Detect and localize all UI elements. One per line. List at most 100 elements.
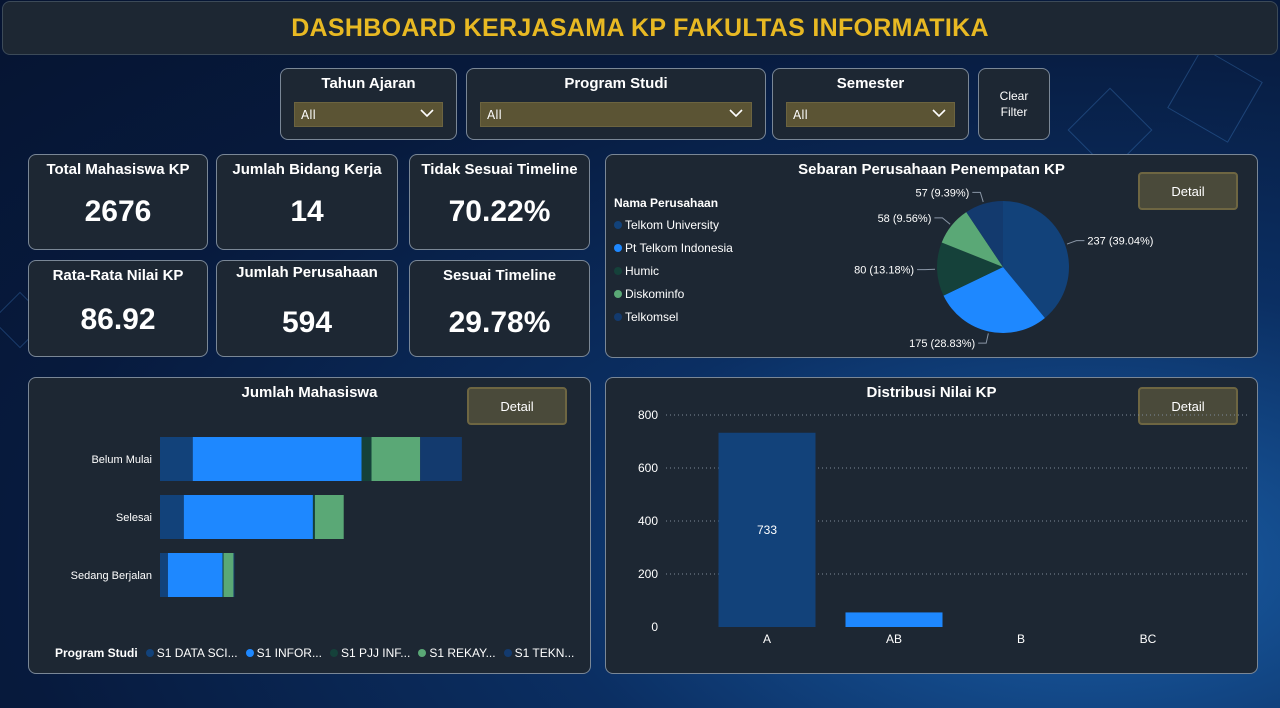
kpi-label: Jumlah Perusahaan bbox=[236, 264, 378, 281]
pie-detail-button[interactable]: Detail bbox=[1138, 172, 1238, 210]
bar-segment[interactable] bbox=[371, 437, 421, 481]
legend-swatch bbox=[614, 290, 622, 298]
bar-legend-item[interactable]: S1 REKAY... bbox=[418, 646, 496, 660]
bar-segment[interactable] bbox=[167, 553, 223, 597]
slicer-label: Tahun Ajaran bbox=[321, 75, 416, 92]
semester-dropdown[interactable]: All bbox=[786, 102, 955, 127]
dashboard-header: DASHBOARD KERJASAMA KP FAKULTAS INFORMAT… bbox=[2, 1, 1278, 55]
kpi-label: Tidak Sesuai Timeline bbox=[421, 161, 578, 178]
pie-slice[interactable] bbox=[943, 267, 1045, 333]
pie-legend-item[interactable]: Telkom University bbox=[614, 218, 733, 232]
pie-chart-panel: Sebaran Perusahaan Penempatan KP Detail … bbox=[605, 154, 1258, 358]
clear-filter-button[interactable]: Clear Filter bbox=[978, 68, 1050, 140]
chart-title: Distribusi Nilai KP bbox=[866, 384, 997, 401]
kpi-jumlah-bidang: Jumlah Bidang Kerja 14 bbox=[216, 154, 398, 250]
bar-segment[interactable] bbox=[312, 495, 315, 539]
chart-title: Jumlah Mahasiswa bbox=[241, 384, 378, 401]
detail-label: Detail bbox=[1171, 183, 1205, 199]
pie-chart: 237 (39.04%) 175 (28.83%) 80 (13.18%) 58 (9… bbox=[854, 187, 1153, 350]
detail-label: Detail bbox=[500, 398, 534, 414]
legend-label: S1 TEKN... bbox=[514, 646, 575, 660]
pie-legend-item[interactable]: Telkomsel bbox=[614, 310, 733, 324]
bar-segment[interactable] bbox=[222, 553, 224, 597]
column-chart-panel: Distribusi Nilai KP Detail 0 200 400 600 800… bbox=[605, 377, 1258, 674]
legend-swatch bbox=[418, 649, 427, 657]
chart-title: Sebaran Perusahaan Penempatan KP bbox=[798, 161, 1065, 178]
legend-label: Telkom University bbox=[625, 218, 720, 232]
tahun-ajaran-dropdown[interactable]: All bbox=[294, 102, 443, 127]
detail-label: Detail bbox=[1171, 398, 1205, 414]
pie-slice[interactable] bbox=[1003, 201, 1069, 318]
kpi-value: 70.22% bbox=[448, 195, 551, 228]
y-tick-label: 600 bbox=[638, 461, 658, 475]
pie-data-label: 80 (13.18%) bbox=[854, 265, 914, 277]
bar-segment[interactable] bbox=[160, 553, 168, 597]
pie-slice[interactable] bbox=[941, 212, 1003, 267]
bar-segment[interactable] bbox=[183, 495, 313, 539]
legend-label: Telkomsel bbox=[625, 310, 679, 324]
legend-swatch bbox=[614, 244, 622, 252]
kpi-label: Rata-Rata Nilai KP bbox=[52, 267, 184, 284]
kpi-label: Sesuai Timeline bbox=[442, 267, 557, 284]
legend-label: S1 REKAY... bbox=[429, 646, 496, 660]
slicer-tahun-ajaran: Tahun Ajaran All bbox=[280, 68, 457, 140]
dropdown-value: All bbox=[301, 107, 316, 122]
bar-segment[interactable] bbox=[223, 553, 234, 597]
bar-legend-item[interactable]: S1 PJJ INF... bbox=[329, 646, 410, 660]
bar-segment[interactable] bbox=[160, 495, 184, 539]
legend-label: S1 DATA SCI... bbox=[156, 646, 238, 660]
x-tick-label: AB bbox=[886, 632, 902, 646]
kpi-jumlah-perusahaan: Jumlah Perusahaan 594 bbox=[216, 260, 398, 357]
kpi-total-mahasiswa: Total Mahasiswa KP 2676 bbox=[28, 154, 208, 250]
column-chart: 0 200 400 600 800 733 A AB B BC bbox=[638, 408, 1248, 646]
background-circuit-line bbox=[1167, 47, 1263, 143]
pie-legend: Nama Perusahaan Telkom University Pt Telk… bbox=[614, 196, 733, 333]
clear-label-line1: Clear bbox=[999, 89, 1029, 103]
chevron-down-icon bbox=[420, 109, 434, 118]
bar-legend: Program Studi S1 DATA SCI... S1 INFOR... S… bbox=[55, 646, 574, 660]
pie-leader-line bbox=[934, 217, 951, 225]
pie-data-label: 58 (9.56%) bbox=[878, 213, 932, 225]
pie-slice[interactable] bbox=[937, 242, 1003, 296]
program-studi-dropdown[interactable]: All bbox=[480, 102, 752, 127]
bar-legend-item[interactable]: S1 INFOR... bbox=[245, 646, 322, 660]
clear-label-line2: Filter bbox=[1000, 105, 1028, 119]
column-bar[interactable] bbox=[718, 432, 816, 627]
kpi-label: Total Mahasiswa KP bbox=[46, 161, 190, 178]
kpi-rata-nilai: Rata-Rata Nilai KP 86.92 bbox=[28, 260, 208, 357]
y-tick-label: 200 bbox=[638, 567, 658, 581]
bar-segment[interactable] bbox=[420, 437, 462, 481]
kpi-sesuai: Sesuai Timeline 29.78% bbox=[409, 260, 590, 357]
bar-detail-button[interactable]: Detail bbox=[467, 387, 567, 425]
legend-swatch bbox=[503, 649, 512, 657]
legend-title: Nama Perusahaan bbox=[614, 196, 719, 210]
chevron-down-icon bbox=[729, 109, 743, 118]
chevron-down-icon bbox=[932, 109, 946, 118]
pie-legend-item[interactable]: Pt Telkom Indonesia bbox=[614, 241, 733, 255]
legend-label: Diskominfo bbox=[625, 287, 685, 301]
pie-legend-item[interactable]: Diskominfo bbox=[614, 287, 733, 301]
bar-category-label: Belum Mulai bbox=[91, 454, 152, 466]
legend-label: Pt Telkom Indonesia bbox=[625, 241, 733, 255]
bar-segment[interactable] bbox=[160, 437, 193, 481]
pie-legend-item[interactable]: Humic bbox=[614, 264, 733, 278]
slicer-label: Semester bbox=[836, 75, 905, 92]
bar-category-label: Sedang Berjalan bbox=[71, 570, 152, 582]
kpi-value: 2676 bbox=[84, 195, 152, 228]
kpi-value: 29.78% bbox=[448, 306, 551, 339]
slicer-semester: Semester All bbox=[772, 68, 969, 140]
column-bar[interactable] bbox=[845, 612, 943, 627]
bar-legend-item[interactable]: S1 DATA SCI... bbox=[145, 646, 238, 660]
bar-legend-item[interactable]: S1 TEKN... bbox=[503, 646, 575, 660]
bar-segment[interactable] bbox=[192, 437, 362, 481]
y-tick-label: 0 bbox=[651, 620, 658, 634]
stacked-bar-chart: Belum Mulai Selesai Sedang Berjalan bbox=[71, 437, 462, 597]
bar-segment[interactable] bbox=[361, 437, 372, 481]
bar-segment[interactable] bbox=[233, 553, 235, 597]
col-detail-button[interactable]: Detail bbox=[1138, 387, 1238, 425]
kpi-label: Jumlah Bidang Kerja bbox=[232, 161, 382, 178]
dropdown-value: All bbox=[487, 107, 502, 122]
legend-swatch bbox=[614, 221, 622, 229]
pie-slice[interactable] bbox=[966, 201, 1003, 267]
bar-segment[interactable] bbox=[314, 495, 344, 539]
